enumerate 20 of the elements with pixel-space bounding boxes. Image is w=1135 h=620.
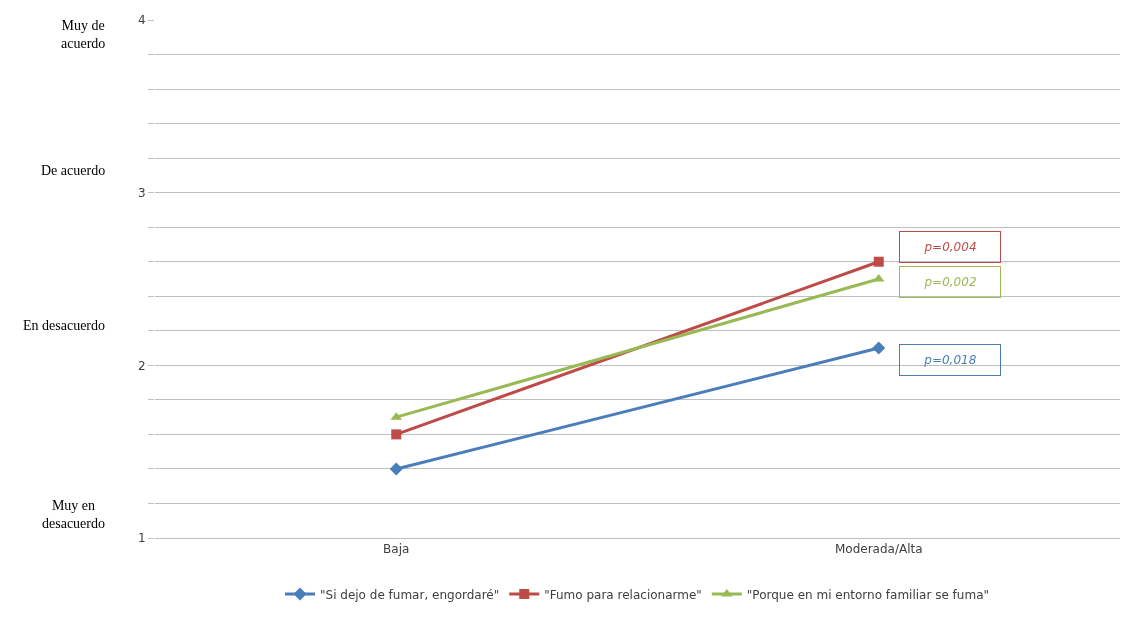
- text: Muy en desacuerdo: [42, 498, 105, 532]
- legend-label: "Si dejo de fumar, engordaré": [320, 587, 500, 602]
- point: [873, 256, 884, 267]
- y-tick-label: 3: [137, 185, 146, 200]
- annotation: p=0,002: [923, 275, 977, 289]
- annotation: p=0,018: [923, 353, 977, 367]
- x-tick-label: Moderada/Alta: [834, 542, 923, 557]
- point: [391, 429, 402, 440]
- point: [389, 462, 403, 476]
- text: Muy de acuerdo: [61, 18, 106, 52]
- legend-label: "Porque en mi entorno familiar se fuma": [746, 587, 990, 602]
- y-tick-label: 1: [137, 531, 146, 546]
- legend-label: "Fumo para relacionarme": [544, 587, 702, 602]
- annotation: p=0,004: [923, 240, 977, 254]
- x-tick-label: Baja: [383, 542, 410, 557]
- y-tick-label: 2: [137, 358, 146, 373]
- text: De acuerdo: [41, 163, 106, 178]
- y-tick-label: 4: [137, 13, 146, 28]
- point: [872, 341, 886, 355]
- text: En desacuerdo: [23, 318, 106, 333]
